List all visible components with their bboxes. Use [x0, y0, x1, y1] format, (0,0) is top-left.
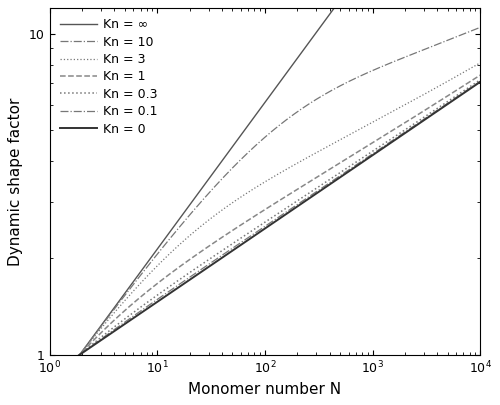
Kn = 3	[300, 158, 306, 162]
Kn = ∞	[242, 128, 248, 133]
Y-axis label: Dynamic shape factor: Dynamic shape factor	[8, 97, 24, 266]
Kn = 3	[46, 391, 52, 396]
Kn = 0.3	[334, 172, 340, 177]
Kn = ∞	[300, 48, 306, 53]
Kn = 1	[300, 183, 306, 188]
X-axis label: Monomer number N: Monomer number N	[188, 382, 342, 396]
Kn = 10	[242, 153, 248, 158]
Kn = 0	[477, 79, 483, 84]
Kn = 0.1	[334, 175, 340, 180]
Kn = 0.1	[300, 198, 306, 203]
Kn = 0	[123, 321, 129, 326]
Kn = 10	[371, 68, 377, 72]
Kn = 1	[477, 73, 483, 78]
Kn = ∞	[123, 290, 129, 294]
Kn = 1	[371, 140, 377, 145]
Kn = 10	[158, 248, 164, 253]
Kn = 0	[46, 373, 52, 377]
Kn = 0.3	[300, 194, 306, 199]
Line: Kn = ∞: Kn = ∞	[50, 0, 480, 396]
Kn = 1	[334, 162, 340, 167]
Kn = 0.3	[123, 316, 129, 321]
Kn = 3	[123, 297, 129, 302]
Kn = 0.1	[123, 319, 129, 324]
Kn = ∞	[158, 243, 164, 247]
Kn = 3	[371, 119, 377, 124]
Kn = ∞	[46, 393, 52, 398]
Kn = 0.1	[242, 238, 248, 243]
Line: Kn = 0.3: Kn = 0.3	[50, 80, 480, 382]
Kn = 0.1	[477, 79, 483, 84]
Kn = 10	[300, 105, 306, 110]
Kn = 3	[242, 192, 248, 197]
Kn = 0.3	[242, 233, 248, 238]
Kn = 10	[477, 25, 483, 30]
Kn = 0	[242, 240, 248, 245]
Kn = 0	[158, 297, 164, 302]
Kn = 0.3	[46, 379, 52, 384]
Kn = 0.3	[158, 290, 164, 295]
Kn = 0.1	[46, 375, 52, 380]
Kn = 0	[371, 152, 377, 157]
Kn = 0.1	[158, 295, 164, 300]
Kn = 0.3	[371, 148, 377, 153]
Kn = 3	[477, 60, 483, 65]
Kn = 0.3	[477, 77, 483, 82]
Kn = 1	[46, 386, 52, 391]
Line: Kn = 3: Kn = 3	[50, 63, 480, 393]
Kn = 1	[242, 220, 248, 225]
Kn = 1	[123, 307, 129, 312]
Legend: Kn = ∞, Kn = 10, Kn = 3, Kn = 1, Kn = 0.3, Kn = 0.1, Kn = 0: Kn = ∞, Kn = 10, Kn = 3, Kn = 1, Kn = 0.…	[56, 15, 162, 139]
Line: Kn = 10: Kn = 10	[50, 28, 480, 395]
Kn = 1	[158, 279, 164, 284]
Kn = 10	[46, 392, 52, 397]
Kn = 3	[334, 139, 340, 144]
Kn = ∞	[334, 2, 340, 6]
Kn = 0.1	[371, 151, 377, 156]
Line: Kn = 0.1: Kn = 0.1	[50, 81, 480, 377]
Kn = 0	[300, 200, 306, 205]
Kn = 10	[123, 292, 129, 296]
Line: Kn = 1: Kn = 1	[50, 75, 480, 389]
Kn = 0	[334, 177, 340, 182]
Kn = 10	[334, 85, 340, 90]
Line: Kn = 0: Kn = 0	[50, 82, 480, 375]
Kn = 3	[158, 260, 164, 265]
